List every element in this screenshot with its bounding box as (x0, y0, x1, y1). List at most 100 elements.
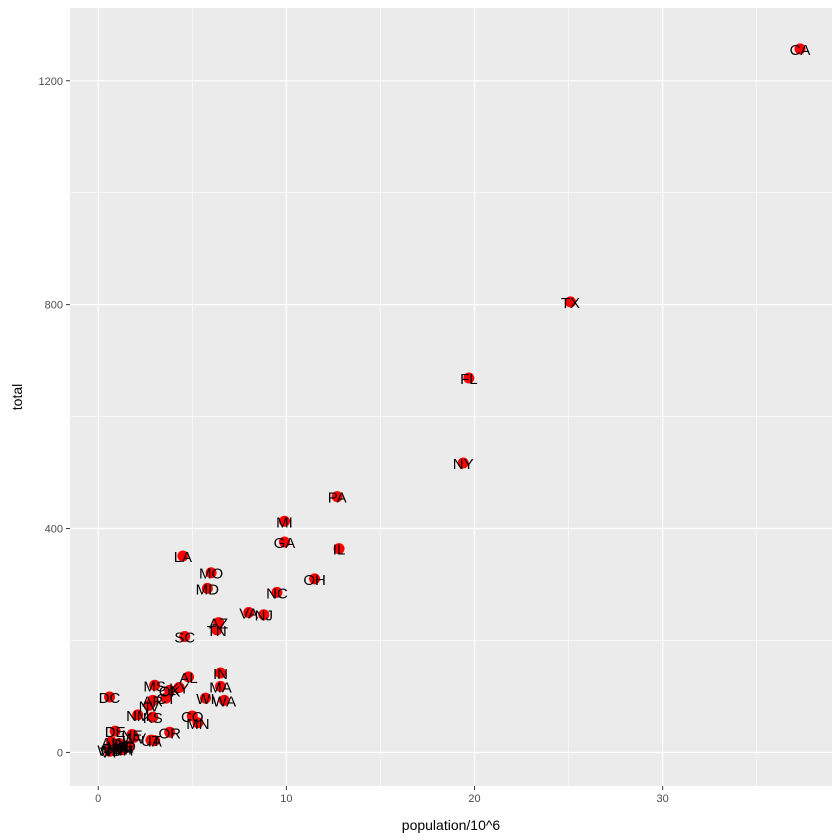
x-tick-label: 30 (657, 793, 669, 805)
point-label-mo: MO (199, 566, 223, 583)
point-label-ok: OK (159, 683, 181, 700)
point-label-ks: KS (143, 710, 163, 727)
point-nh (117, 744, 129, 756)
point-label-nc: NC (266, 585, 288, 602)
point-label-ak: AK (101, 735, 121, 752)
point-nj (258, 609, 270, 621)
point-label-vt: VT (100, 744, 119, 761)
point-wi (199, 692, 211, 704)
point-ga (278, 536, 290, 548)
point-label-ky: KY (169, 680, 189, 697)
point-md (201, 582, 213, 594)
point-ma (215, 680, 227, 692)
point-label-me: ME (111, 739, 134, 756)
point-mi (278, 515, 290, 527)
point-label-ne: NE (122, 728, 143, 745)
point-tn (211, 624, 223, 636)
point-wv (128, 731, 140, 743)
point-label-ut: UT (141, 733, 161, 750)
x-tick-label: 10 (280, 793, 292, 805)
point-label-nd: ND (101, 743, 123, 760)
point-label-wy: WY (97, 743, 121, 760)
point-label-nm: NM (126, 708, 149, 725)
point-label-oh: OH (303, 572, 326, 589)
point-ct (160, 692, 172, 704)
point-label-ga: GA (274, 535, 296, 552)
point-label-fl: FL (460, 371, 478, 388)
x-tick-label: 0 (95, 793, 101, 805)
grid-major (70, 8, 832, 786)
point-label-wa: WA (212, 693, 236, 710)
point-label-va: VA (239, 605, 258, 622)
point-oh (309, 573, 321, 585)
point-ia (149, 735, 161, 747)
x-axis-title: population/10^6 (402, 817, 501, 833)
point-va (243, 606, 255, 618)
point-dc (104, 691, 116, 703)
data-points (104, 43, 806, 757)
point-label-ms: MS (143, 678, 166, 695)
y-axis-title: total (9, 384, 25, 410)
point-label-mt: MT (106, 739, 128, 756)
point-ca (794, 43, 806, 55)
point-label-ma: MA (209, 679, 232, 696)
point-label-nj: NJ (255, 608, 273, 625)
point-nc (271, 586, 283, 598)
point-label-il: IL (333, 542, 346, 559)
point-label-ar: AR (142, 693, 163, 710)
point-label-hi: HI (117, 741, 132, 758)
point-label-ca: CA (790, 42, 811, 59)
point-label-id: ID (121, 739, 136, 756)
point-label-al: AL (179, 670, 197, 687)
point-label-la: LA (174, 549, 192, 566)
point-tx (564, 296, 576, 308)
point-fl (463, 372, 475, 384)
point-de (109, 725, 121, 737)
point-label-az: AZ (209, 616, 228, 633)
point-label-wv: WV (122, 730, 146, 747)
point-mn (192, 717, 204, 729)
point-al (183, 671, 195, 683)
point-ms (149, 679, 161, 691)
point-sc (179, 631, 191, 643)
point-label-mi: MI (276, 514, 293, 531)
point-label-tn: TN (207, 623, 227, 640)
point-label-ri: RI (111, 736, 126, 753)
point-label-nh: NH (112, 743, 134, 760)
point-ny (457, 457, 469, 469)
point-label-nv: NV (139, 698, 160, 715)
point-il (333, 543, 345, 555)
y-tick-label: 800 (45, 300, 63, 312)
point-mo (205, 567, 217, 579)
y-axis-ticks: 0 400 800 1200 (39, 76, 70, 759)
point-ky (173, 681, 185, 693)
point-wa (218, 694, 230, 706)
point-label-co: CO (181, 709, 204, 726)
x-tick-label: 20 (468, 793, 480, 805)
point-label-mn: MN (186, 716, 209, 733)
point-label-pa: PA (328, 490, 347, 507)
point-label-ia: IA (148, 734, 162, 751)
point-label-sd: SD (103, 741, 124, 758)
point-nv (143, 699, 155, 711)
grid-minor (70, 8, 832, 786)
point-label-dc: DC (99, 690, 121, 707)
point-in (215, 667, 227, 679)
point-vt (104, 745, 116, 757)
point-label-in: IN (213, 666, 228, 683)
point-label-de: DE (105, 724, 126, 741)
point-la (177, 550, 189, 562)
plot-panel (70, 8, 832, 786)
point-pa (331, 491, 343, 503)
point-nm (132, 709, 144, 721)
point-label-tx: TX (561, 295, 580, 312)
point-label-or: OR (158, 725, 181, 742)
point-ks (147, 711, 159, 723)
y-tick-label: 400 (45, 524, 63, 536)
point-or (164, 726, 176, 738)
point-label-ct: CT (156, 691, 176, 708)
point-label-ny: NY (453, 456, 474, 473)
y-tick-label: 0 (57, 747, 63, 759)
